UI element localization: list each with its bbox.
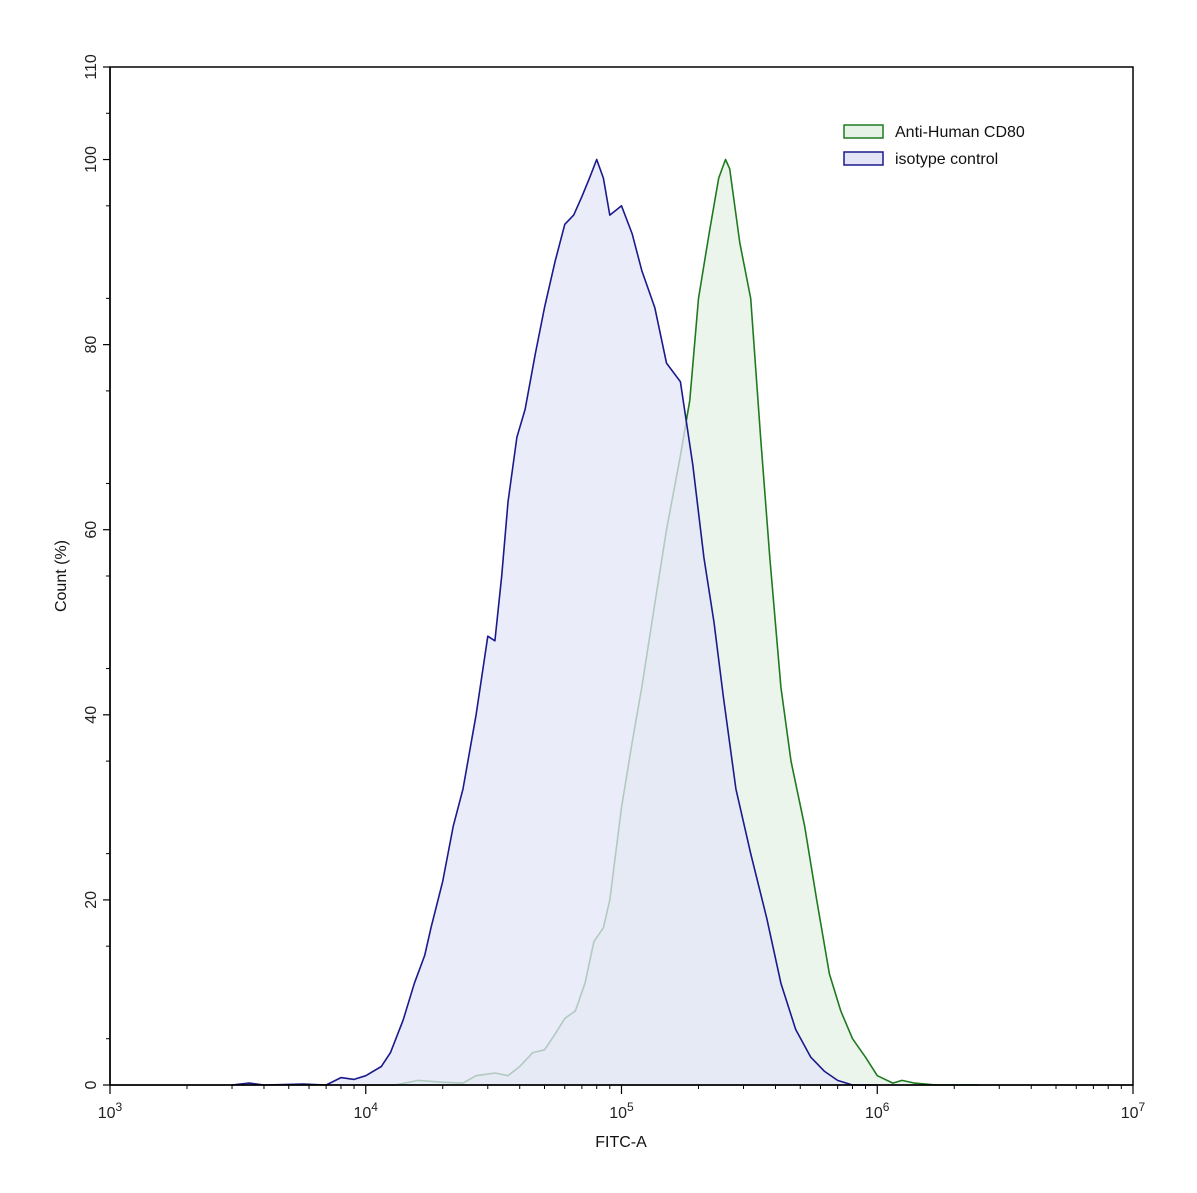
y-axis: 0 20 40 60 80 100 110	[83, 54, 111, 1089]
y-tick-label: 100	[83, 146, 100, 173]
y-tick-label: 40	[83, 706, 100, 724]
y-axis-title: Count (%)	[53, 540, 70, 612]
y-tick-label: 20	[83, 891, 100, 909]
y-tick-label: 0	[83, 1080, 100, 1089]
x-axis-title: FITC-A	[595, 1134, 647, 1151]
y-tick-label: 80	[83, 336, 100, 354]
legend-swatch-isotype-control	[843, 151, 884, 166]
x-tick-label: 103	[98, 1100, 123, 1122]
legend: Anti-Human CD80 isotype control	[843, 124, 1025, 168]
x-axis: 103 104 105 106 107	[98, 1084, 1146, 1122]
legend-label-isotype-control: isotype control	[895, 151, 998, 168]
x-tick-label: 105	[609, 1100, 634, 1122]
series-area-isotype-control	[232, 159, 878, 1085]
x-tick-label: 104	[354, 1100, 379, 1122]
y-tick-label: 60	[83, 521, 100, 539]
legend-label-anti-human-cd80: Anti-Human CD80	[895, 124, 1025, 141]
y-tick-label: 110	[83, 54, 100, 80]
series-line-isotype-control	[231, 158, 878, 1086]
x-tick-label: 106	[865, 1100, 890, 1122]
legend-swatch-anti-human-cd80	[843, 124, 884, 139]
series-layer	[231, 158, 979, 1086]
x-tick-label: 107	[1121, 1100, 1146, 1122]
